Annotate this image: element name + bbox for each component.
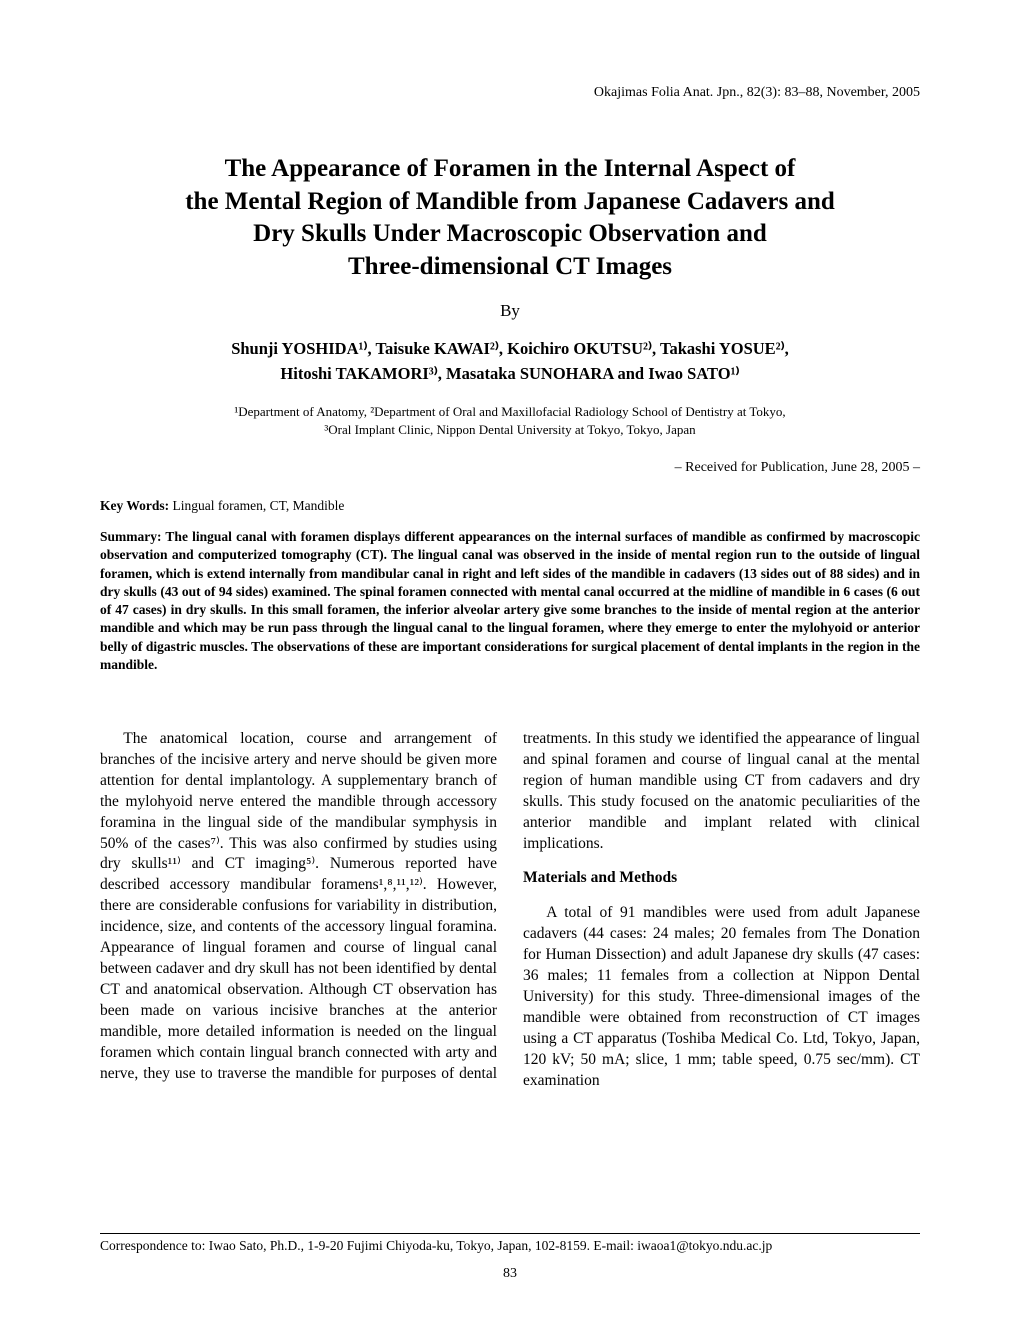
correspondence-note: Correspondence to: Iwao Sato, Ph.D., 1-9…	[100, 1238, 920, 1254]
authors-line: Shunji YOSHIDA¹⁾, Taisuke KAWAI²⁾, Koich…	[231, 339, 789, 358]
affiliation-line: ¹Department of Anatomy, ²Department of O…	[234, 404, 785, 419]
page-number: 83	[100, 1266, 920, 1282]
title-line: Three-dimensional CT Images	[348, 253, 672, 280]
body-text: The anatomical location, course and arra…	[100, 729, 920, 1095]
article-title: The Appearance of Foramen in the Interna…	[120, 153, 900, 283]
abstract-summary: Summary: The lingual canal with foramen …	[100, 528, 920, 674]
by-line: By	[100, 301, 920, 321]
footer-rule	[100, 1233, 920, 1234]
page-footer: Correspondence to: Iwao Sato, Ph.D., 1-9…	[100, 1221, 920, 1282]
journal-reference: Okajimas Folia Anat. Jpn., 82(3): 83–88,…	[100, 85, 920, 101]
authors-line: Hitoshi TAKAMORI³⁾, Masataka SUNOHARA an…	[280, 364, 739, 383]
authors-block: Shunji YOSHIDA¹⁾, Taisuke KAWAI²⁾, Koich…	[100, 337, 920, 387]
affiliations: ¹Department of Anatomy, ²Department of O…	[100, 403, 920, 441]
keywords-block: Key Words: Lingual foramen, CT, Mandible	[100, 498, 920, 514]
affiliation-line: ³Oral Implant Clinic, Nippon Dental Univ…	[324, 422, 695, 437]
title-line: Dry Skulls Under Macroscopic Observation…	[253, 220, 767, 247]
keywords-text: Lingual foramen, CT, Mandible	[169, 498, 344, 513]
methods-paragraph: A total of 91 mandibles were used from a…	[523, 903, 920, 1091]
title-line: The Appearance of Foramen in the Interna…	[225, 155, 796, 182]
keywords-label: Key Words:	[100, 498, 169, 513]
received-date: – Received for Publication, June 28, 200…	[100, 460, 920, 476]
section-heading-methods: Materials and Methods	[523, 868, 920, 889]
title-line: the Mental Region of Mandible from Japan…	[185, 188, 835, 215]
